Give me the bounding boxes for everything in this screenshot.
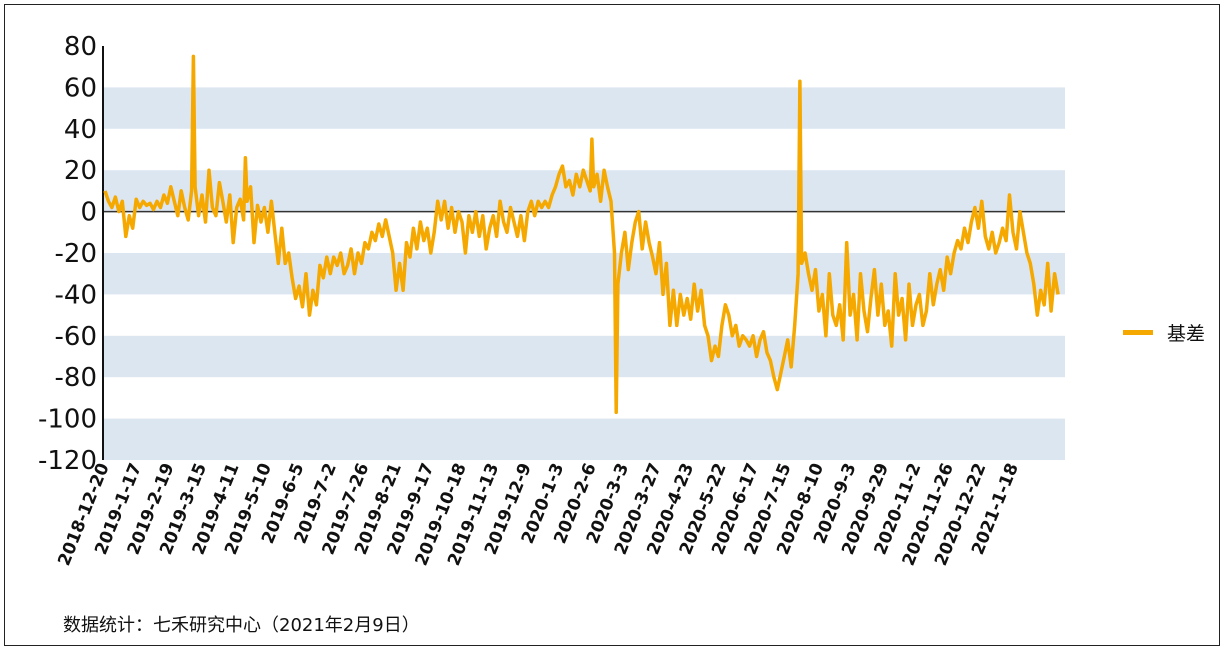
grid-band xyxy=(103,335,1065,378)
line-chart: 80 60 40 20 0 -20 -40 -60 -80 -100 -120 2018-12-20… xyxy=(38,32,1065,569)
y-tick-label: 40 xyxy=(64,115,97,145)
x-axis: 2018-12-202019-1-172019-2-192019-3-15201… xyxy=(54,460,1023,568)
grid-band xyxy=(103,87,1065,129)
y-axis: 80 60 40 20 0 -20 -40 -60 -80 -100 -120 xyxy=(38,32,104,476)
y-tick-label: -100 xyxy=(38,405,97,435)
y-tick-label: -20 xyxy=(55,239,97,269)
y-tick-label: 0 xyxy=(80,198,97,228)
legend-swatch xyxy=(1123,330,1153,335)
grid-bands xyxy=(103,87,1065,460)
legend: 基差 xyxy=(1123,319,1205,346)
grid-band xyxy=(103,418,1065,460)
source-note: 数据统计：七禾研究中心（2021年2月9日） xyxy=(63,615,420,636)
y-tick-label: 60 xyxy=(64,73,97,103)
y-tick-label: 20 xyxy=(64,156,97,186)
series-line xyxy=(103,54,1060,415)
y-tick-label: -60 xyxy=(55,322,97,352)
y-tick-label: -40 xyxy=(55,280,97,310)
grid-band xyxy=(103,253,1065,295)
series-group xyxy=(103,54,1060,415)
y-tick-label: -80 xyxy=(55,363,97,393)
chart-frame: 80 60 40 20 0 -20 -40 -60 -80 -100 -120 2018-12-20… xyxy=(4,4,1220,646)
y-tick-label: 80 xyxy=(64,32,97,62)
legend-label: 基差 xyxy=(1167,323,1206,345)
y-tick-label: -120 xyxy=(38,446,97,476)
